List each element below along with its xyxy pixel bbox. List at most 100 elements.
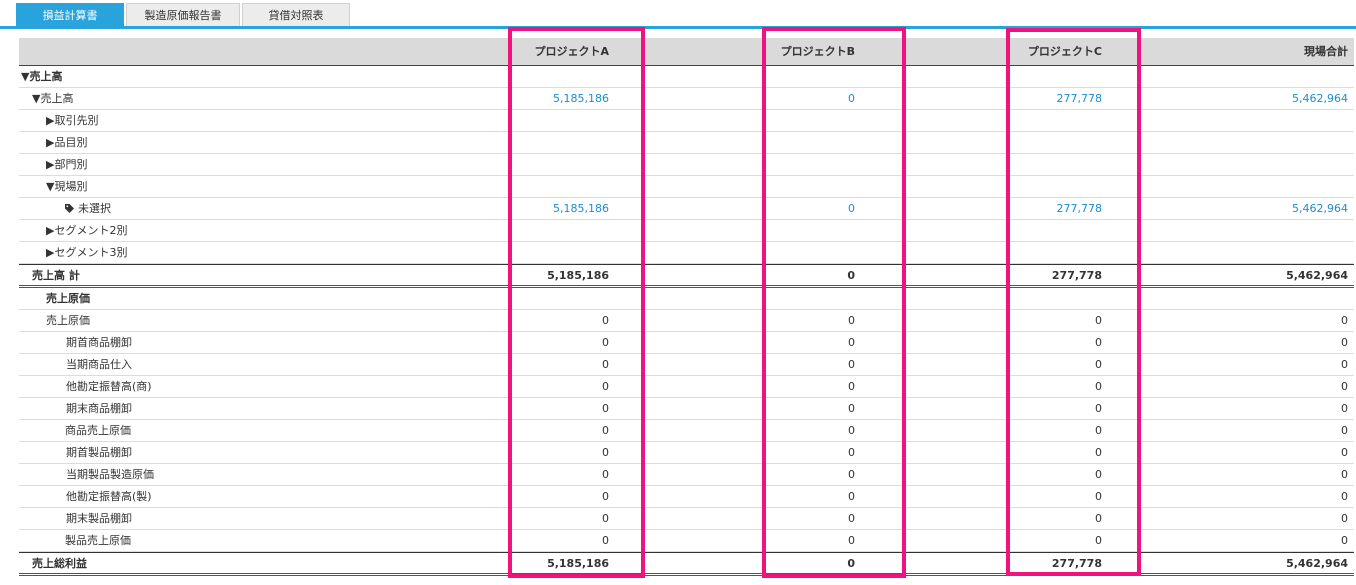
row-label: 売上原価 — [46, 310, 90, 331]
cell-project-b[interactable]: 0 — [848, 92, 855, 105]
report-tab-bar: 損益計算書 製造原価報告書 貸借対照表 — [0, 0, 1356, 29]
row-label[interactable]: ▶セグメント3別 — [46, 242, 127, 263]
cell-site-total: 0 — [1341, 402, 1348, 415]
table-row: 期首商品棚卸 0 0 0 0 — [19, 332, 1354, 354]
row-label-text: 製品売上原価 — [65, 534, 131, 547]
table-row: ▼売上高 5,185,186 0 277,778 5,462,964 — [19, 88, 1354, 110]
cell-project-c: 0 — [1095, 402, 1102, 415]
cell-project-a: 0 — [602, 468, 609, 481]
row-label: 製品売上原価 — [65, 530, 131, 551]
cell-project-a: 0 — [602, 314, 609, 327]
row-label-text: ▶品目別 — [46, 136, 88, 149]
table-row: 他勘定振替高(商) 0 0 0 0 — [19, 376, 1354, 398]
table-row: ▶セグメント2別 — [19, 220, 1354, 242]
row-label: 期首製品棚卸 — [66, 442, 132, 463]
row-label[interactable]: ▶取引先別 — [46, 110, 98, 131]
row-label: 売上原価 — [46, 288, 90, 309]
cell-project-c[interactable]: 277,778 — [1056, 92, 1103, 105]
tab-manufacturing-cost[interactable]: 製造原価報告書 — [126, 3, 240, 26]
cell-project-c: 0 — [1095, 490, 1102, 503]
cell-project-b[interactable]: 0 — [848, 202, 855, 215]
cell-project-a: 5,185,186 — [547, 557, 609, 570]
cell-project-a: 0 — [602, 490, 609, 503]
report-table: プロジェクトA プロジェクトB プロジェクトC 現場合計 ▼売上高 ▼売上高 5,1… — [19, 38, 1354, 576]
row-label-text: 期首製品棚卸 — [66, 446, 132, 459]
row-label-text: 売上原価 — [46, 314, 90, 327]
row-label-text: 売上原価 — [46, 292, 90, 305]
cell-site-total: 0 — [1341, 314, 1348, 327]
row-label[interactable]: ▶セグメント2別 — [46, 220, 127, 241]
row-label-text: 期末製品棚卸 — [66, 512, 132, 525]
table-row: ▼売上高 — [19, 66, 1354, 88]
cell-site-total[interactable]: 5,462,964 — [1292, 92, 1348, 105]
row-label[interactable]: ▶部門別 — [46, 154, 87, 175]
tab-profit-loss[interactable]: 損益計算書 — [16, 3, 124, 26]
cell-project-a: 0 — [602, 446, 609, 459]
cell-project-b: 0 — [848, 468, 855, 481]
table-row: 当期製品製造原価 0 0 0 0 — [19, 464, 1354, 486]
row-label-text: 他勘定振替高(製) — [66, 490, 152, 503]
row-label-text: ▼現場別 — [46, 180, 88, 193]
cell-project-b: 0 — [847, 269, 855, 282]
table-row: ▼現場別 — [19, 176, 1354, 198]
cell-project-c: 0 — [1095, 534, 1102, 547]
cell-project-b: 0 — [848, 314, 855, 327]
cell-project-a: 0 — [602, 424, 609, 437]
table-row: 製品売上原価 0 0 0 0 — [19, 530, 1354, 552]
table-row: 未選択 5,185,186 0 277,778 5,462,964 — [19, 198, 1354, 220]
column-header-project-b: プロジェクトB — [780, 45, 855, 58]
cell-project-b: 0 — [848, 490, 855, 503]
row-label[interactable]: ▼売上高 — [32, 88, 73, 109]
cell-project-c: 277,778 — [1051, 269, 1102, 282]
cell-project-a: 0 — [602, 512, 609, 525]
row-label-text: ▼売上高 — [32, 92, 74, 105]
row-label-text: 期末商品棚卸 — [66, 402, 132, 415]
row-label: 売上高 計 — [32, 265, 80, 286]
table-row: 期末商品棚卸 0 0 0 0 — [19, 398, 1354, 420]
cell-site-total: 0 — [1341, 446, 1348, 459]
cell-project-c: 0 — [1095, 424, 1102, 437]
cell-project-a[interactable]: 5,185,186 — [553, 202, 609, 215]
cell-site-total: 0 — [1341, 380, 1348, 393]
row-label: 当期製品製造原価 — [66, 464, 154, 485]
cell-project-c: 0 — [1095, 468, 1102, 481]
cell-project-a: 0 — [602, 380, 609, 393]
row-label-text: ▶セグメント2別 — [46, 224, 128, 237]
cell-project-c: 0 — [1095, 314, 1102, 327]
cell-project-a: 0 — [602, 402, 609, 415]
table-header: プロジェクトA プロジェクトB プロジェクトC 現場合計 — [19, 38, 1354, 66]
cell-project-a[interactable]: 5,185,186 — [553, 92, 609, 105]
table-row: ▶取引先別 — [19, 110, 1354, 132]
row-label[interactable]: ▶品目別 — [46, 132, 87, 153]
cell-project-b: 0 — [848, 358, 855, 371]
row-label-text: 期首商品棚卸 — [66, 336, 132, 349]
cell-project-a: 5,185,186 — [547, 269, 609, 282]
cell-project-c: 0 — [1095, 446, 1102, 459]
cell-site-total: 0 — [1341, 336, 1348, 349]
tab-balance-sheet[interactable]: 貸借対照表 — [242, 3, 350, 26]
cell-project-c: 0 — [1095, 512, 1102, 525]
cell-project-b: 0 — [848, 534, 855, 547]
cell-project-c: 0 — [1095, 380, 1102, 393]
cell-project-c: 0 — [1095, 336, 1102, 349]
table-row: 当期商品仕入 0 0 0 0 — [19, 354, 1354, 376]
table-row: 期末製品棚卸 0 0 0 0 — [19, 508, 1354, 530]
row-label: 他勘定振替高(製) — [66, 486, 152, 507]
table-row-total: 売上総利益 5,185,186 0 277,778 5,462,964 — [19, 552, 1354, 576]
cell-site-total: 0 — [1341, 468, 1348, 481]
cell-site-total: 0 — [1341, 424, 1348, 437]
table-row: 他勘定振替高(製) 0 0 0 0 — [19, 486, 1354, 508]
table-row: 商品売上原価 0 0 0 0 — [19, 420, 1354, 442]
table-row: ▶部門別 — [19, 154, 1354, 176]
row-label-text: 当期製品製造原価 — [66, 468, 154, 481]
row-label[interactable]: ▼売上高 — [21, 66, 62, 87]
cell-project-c[interactable]: 277,778 — [1056, 202, 1103, 215]
row-label[interactable]: ▼現場別 — [46, 176, 87, 197]
cell-project-b: 0 — [848, 512, 855, 525]
row-label: 未選択 — [65, 198, 111, 219]
column-header-site-total: 現場合計 — [1304, 45, 1348, 58]
cell-project-b: 0 — [847, 557, 855, 570]
cell-site-total[interactable]: 5,462,964 — [1292, 202, 1348, 215]
row-label-text: ▶取引先別 — [46, 114, 99, 127]
cell-project-a: 0 — [602, 358, 609, 371]
